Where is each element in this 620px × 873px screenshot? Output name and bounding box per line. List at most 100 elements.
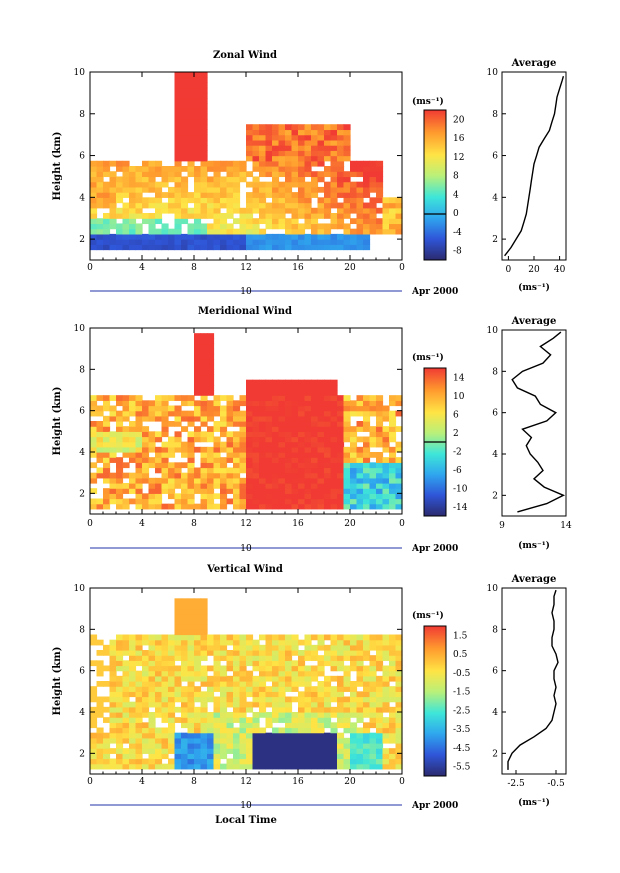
heatmap-cell	[389, 686, 397, 692]
heatmap-cell	[285, 706, 293, 713]
heatmap-cell	[239, 722, 247, 729]
heatmap-cell	[291, 134, 299, 141]
heatmap-cell	[194, 691, 202, 698]
heatmap-cell	[291, 390, 299, 396]
heatmap-cell	[103, 171, 111, 178]
heatmap-cell	[207, 675, 215, 682]
heatmap-cell	[90, 753, 98, 760]
heatmap-cell	[135, 207, 143, 214]
zonal-ylabel: Height (km)	[52, 132, 63, 201]
heatmap-cell	[298, 166, 306, 172]
heatmap-cell	[187, 644, 195, 651]
heatmap-cell	[356, 717, 364, 723]
heatmap-cell	[363, 675, 371, 682]
heatmap-cell	[220, 395, 228, 401]
heatmap-cell	[395, 493, 403, 500]
heatmap-cell	[291, 213, 299, 219]
heatmap-cell	[376, 503, 384, 510]
heatmap-cell	[330, 410, 338, 417]
heatmap-cell	[324, 748, 332, 754]
heatmap-cell	[343, 171, 351, 178]
heatmap-cell	[363, 493, 371, 500]
heatmap-cell	[194, 113, 202, 120]
heatmap-cell	[317, 634, 325, 641]
heatmap-cell	[135, 431, 143, 438]
heatmap-cell	[265, 644, 273, 651]
heatmap-cell	[200, 119, 208, 125]
heatmap-cell	[155, 655, 163, 661]
heatmap-cell	[356, 426, 364, 432]
heatmap-cell	[194, 598, 202, 605]
heatmap-cell	[350, 634, 358, 641]
avg-y-tick-label: 6	[492, 667, 498, 677]
heatmap-cell	[343, 493, 351, 500]
heatmap-cell	[207, 763, 215, 770]
heatmap-cell	[395, 722, 403, 729]
heatmap-cell	[330, 691, 338, 698]
heatmap-cell	[187, 192, 195, 198]
heatmap-cell	[174, 160, 182, 167]
heatmap-cell	[90, 395, 98, 401]
heatmap-cell	[109, 675, 117, 682]
heatmap-cell	[324, 192, 332, 198]
heatmap-cell	[181, 753, 189, 760]
heatmap-cell	[304, 390, 312, 396]
heatmap-cell	[181, 150, 189, 157]
heatmap-cell	[246, 441, 254, 448]
heatmap-cell	[369, 498, 377, 505]
heatmap-cell	[246, 675, 254, 682]
heatmap-cell	[161, 763, 169, 770]
heatmap-cell	[200, 603, 208, 610]
heatmap-cell	[200, 181, 208, 188]
heatmap-cell	[168, 186, 176, 193]
heatmap-cell	[285, 763, 293, 770]
heatmap-cell	[200, 343, 208, 350]
heatmap-cell	[337, 436, 345, 443]
heatmap-cell	[324, 186, 332, 193]
heatmap-cell	[330, 192, 338, 198]
heatmap-cell	[304, 686, 312, 692]
heatmap-cell	[356, 181, 364, 188]
heatmap-cell	[194, 613, 202, 620]
heatmap-cell	[324, 384, 332, 391]
heatmap-cell	[330, 390, 338, 396]
heatmap-cell	[350, 202, 358, 209]
heatmap-cell	[96, 233, 104, 240]
heatmap-cell	[311, 748, 319, 754]
heatmap-cell	[350, 197, 358, 204]
heatmap-cell	[311, 727, 319, 734]
heatmap-cell	[116, 660, 124, 667]
heatmap-cell	[220, 426, 228, 432]
heatmap-cell	[155, 395, 163, 401]
heatmap-cell	[265, 405, 273, 412]
heatmap-cell	[233, 681, 241, 687]
heatmap-cell	[337, 753, 345, 760]
heatmap-cell	[291, 228, 299, 235]
heatmap-cell	[259, 446, 267, 453]
heatmap-cell	[265, 696, 273, 703]
heatmap-cell	[285, 675, 293, 682]
heatmap-cell	[239, 477, 247, 484]
heatmap-cell	[285, 743, 293, 749]
heatmap-cell	[116, 186, 124, 193]
heatmap-cell	[148, 213, 156, 219]
heatmap-cell	[161, 732, 169, 739]
heatmap-cell	[337, 139, 345, 146]
heatmap-cell	[207, 384, 215, 391]
heatmap-cell	[90, 763, 98, 770]
heatmap-cell	[389, 462, 397, 469]
heatmap-cell	[337, 421, 345, 427]
heatmap-cell	[213, 207, 221, 214]
heatmap-cell	[369, 218, 377, 225]
heatmap-cell	[259, 218, 267, 225]
heatmap-cell	[395, 655, 403, 661]
heatmap-cell	[285, 129, 293, 136]
heatmap-cell	[129, 223, 137, 230]
heatmap-cell	[109, 706, 117, 713]
heatmap-cell	[233, 239, 241, 245]
heatmap-cell	[129, 483, 137, 489]
heatmap-cell	[168, 737, 176, 744]
y-tick-label: 6	[79, 407, 85, 417]
heatmap-cell	[148, 686, 156, 692]
heatmap-cell	[187, 634, 195, 641]
